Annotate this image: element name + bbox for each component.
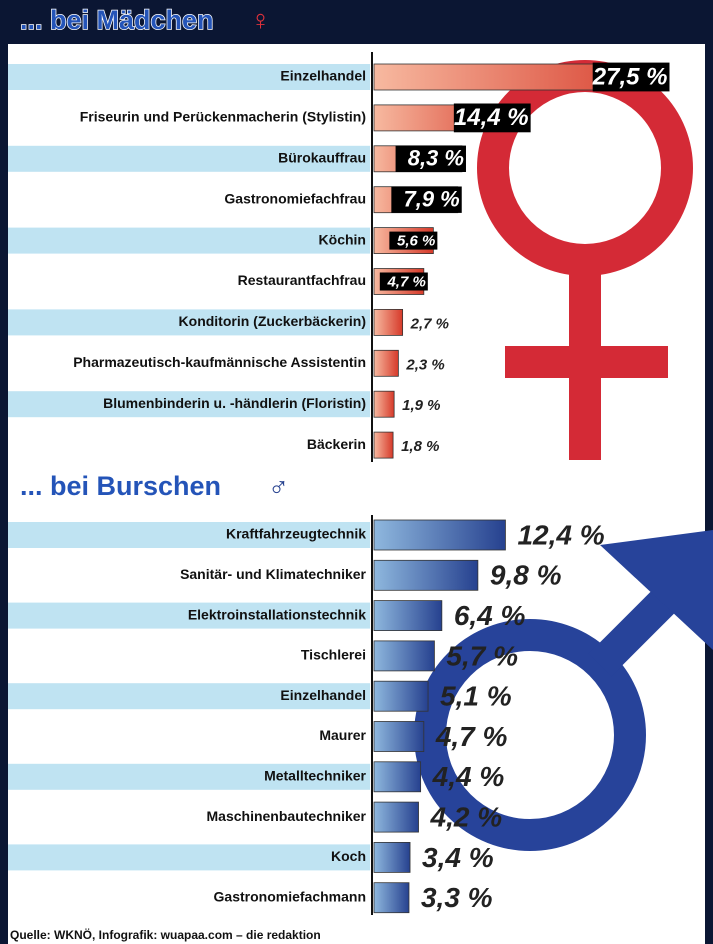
value-label: 1,9 % — [402, 397, 440, 414]
bar — [374, 802, 419, 832]
row-band — [8, 844, 370, 870]
category-label: Bäckerin — [307, 436, 366, 452]
bar — [374, 350, 398, 376]
chart-title: ... bei Mädchen — [20, 5, 214, 35]
category-label: Einzelhandel — [280, 687, 366, 703]
value-label: 4,7 % — [386, 273, 425, 290]
category-label: Maurer — [319, 727, 366, 743]
category-label: Gastronomiefachmann — [214, 888, 366, 904]
bar — [374, 391, 394, 417]
category-label: Sanitär- und Klimatechniker — [180, 566, 366, 582]
value-label: 9,8 % — [490, 560, 562, 591]
value-label: 7,9 % — [403, 187, 459, 212]
value-label: 3,3 % — [421, 882, 493, 913]
bar — [374, 641, 434, 671]
category-label: Blumenbinderin u. -händlerin (Floristin) — [103, 395, 366, 411]
chart-title: ... bei Burschen — [20, 471, 221, 501]
bar — [374, 560, 478, 590]
bar — [374, 309, 403, 335]
source: Quelle: WKNÖ, Infografik: wuapaa.com – d… — [10, 927, 321, 942]
value-label: 2,3 % — [405, 356, 444, 373]
category-label: Einzelhandel — [280, 68, 366, 84]
value-label: 4,7 % — [435, 721, 508, 752]
value-label: 5,7 % — [446, 640, 518, 671]
value-label: 2,7 % — [410, 315, 449, 332]
category-label: Elektroinstallationstechnik — [188, 606, 366, 622]
infographic: ... bei Mädchen ♀ Einzelhandel 27,5 % Friseu… — [0, 0, 713, 944]
value-label: 3,4 % — [422, 842, 494, 873]
category-label: Pharmazeutisch-kaufmännische Assistentin — [73, 354, 366, 370]
value-label: 12,4 % — [517, 519, 604, 550]
category-label: Konditorin (Zuckerbäckerin) — [179, 313, 366, 329]
category-label: Metalltechniker — [264, 768, 366, 784]
bar — [374, 842, 410, 872]
value-label: 4,2 % — [430, 801, 503, 832]
value-label: 5,1 % — [440, 681, 512, 712]
value-label: 14,4 % — [454, 104, 529, 131]
value-label: 6,4 % — [454, 600, 526, 631]
value-label: 1,8 % — [401, 438, 439, 455]
category-label: Tischlerei — [301, 647, 366, 663]
category-label: Kraftfahrzeugtechnik — [226, 526, 366, 542]
bar — [374, 762, 421, 792]
bar — [374, 681, 428, 711]
value-label: 27,5 % — [592, 63, 668, 90]
category-label: Maschinenbautechniker — [207, 808, 367, 824]
bar — [374, 883, 409, 913]
value-label: 4,4 % — [432, 761, 505, 792]
category-label: Koch — [331, 848, 366, 864]
category-label: Bürokauffrau — [278, 150, 366, 166]
category-label: Restaurantfachfrau — [238, 272, 366, 288]
category-label: Gastronomiefachfrau — [224, 190, 366, 206]
category-label: Friseurin und Perückenmacherin (Stylisti… — [80, 109, 366, 125]
bar — [374, 722, 424, 752]
title-symbol: ♂ — [268, 470, 289, 501]
value-label: 5,6 % — [397, 233, 435, 250]
bar — [374, 432, 393, 458]
value-label: 8,3 % — [408, 146, 464, 171]
bar — [374, 601, 442, 631]
title-symbol: ♀ — [250, 4, 271, 35]
bar — [374, 520, 505, 550]
category-label: Köchin — [319, 231, 366, 247]
row-band — [8, 228, 370, 254]
